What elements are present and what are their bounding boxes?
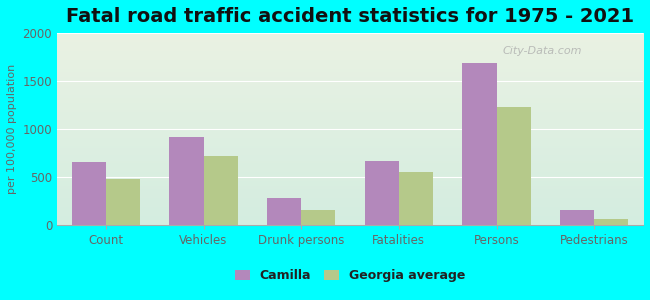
Text: City-Data.com: City-Data.com bbox=[502, 46, 582, 56]
Bar bbox=[203, 156, 238, 225]
Y-axis label: per 100,000 population: per 100,000 population bbox=[7, 64, 17, 194]
Bar bbox=[497, 107, 531, 225]
Bar bbox=[267, 198, 301, 225]
Bar bbox=[399, 172, 433, 225]
Bar bbox=[365, 160, 399, 225]
Legend: Camilla, Georgia average: Camilla, Georgia average bbox=[231, 266, 469, 286]
Bar bbox=[301, 210, 335, 225]
Bar bbox=[462, 63, 497, 225]
Bar bbox=[594, 220, 629, 225]
Bar bbox=[169, 136, 203, 225]
Title: Fatal road traffic accident statistics for 1975 - 2021: Fatal road traffic accident statistics f… bbox=[66, 7, 634, 26]
Bar bbox=[106, 179, 140, 225]
Bar bbox=[72, 162, 106, 225]
Bar bbox=[560, 210, 594, 225]
